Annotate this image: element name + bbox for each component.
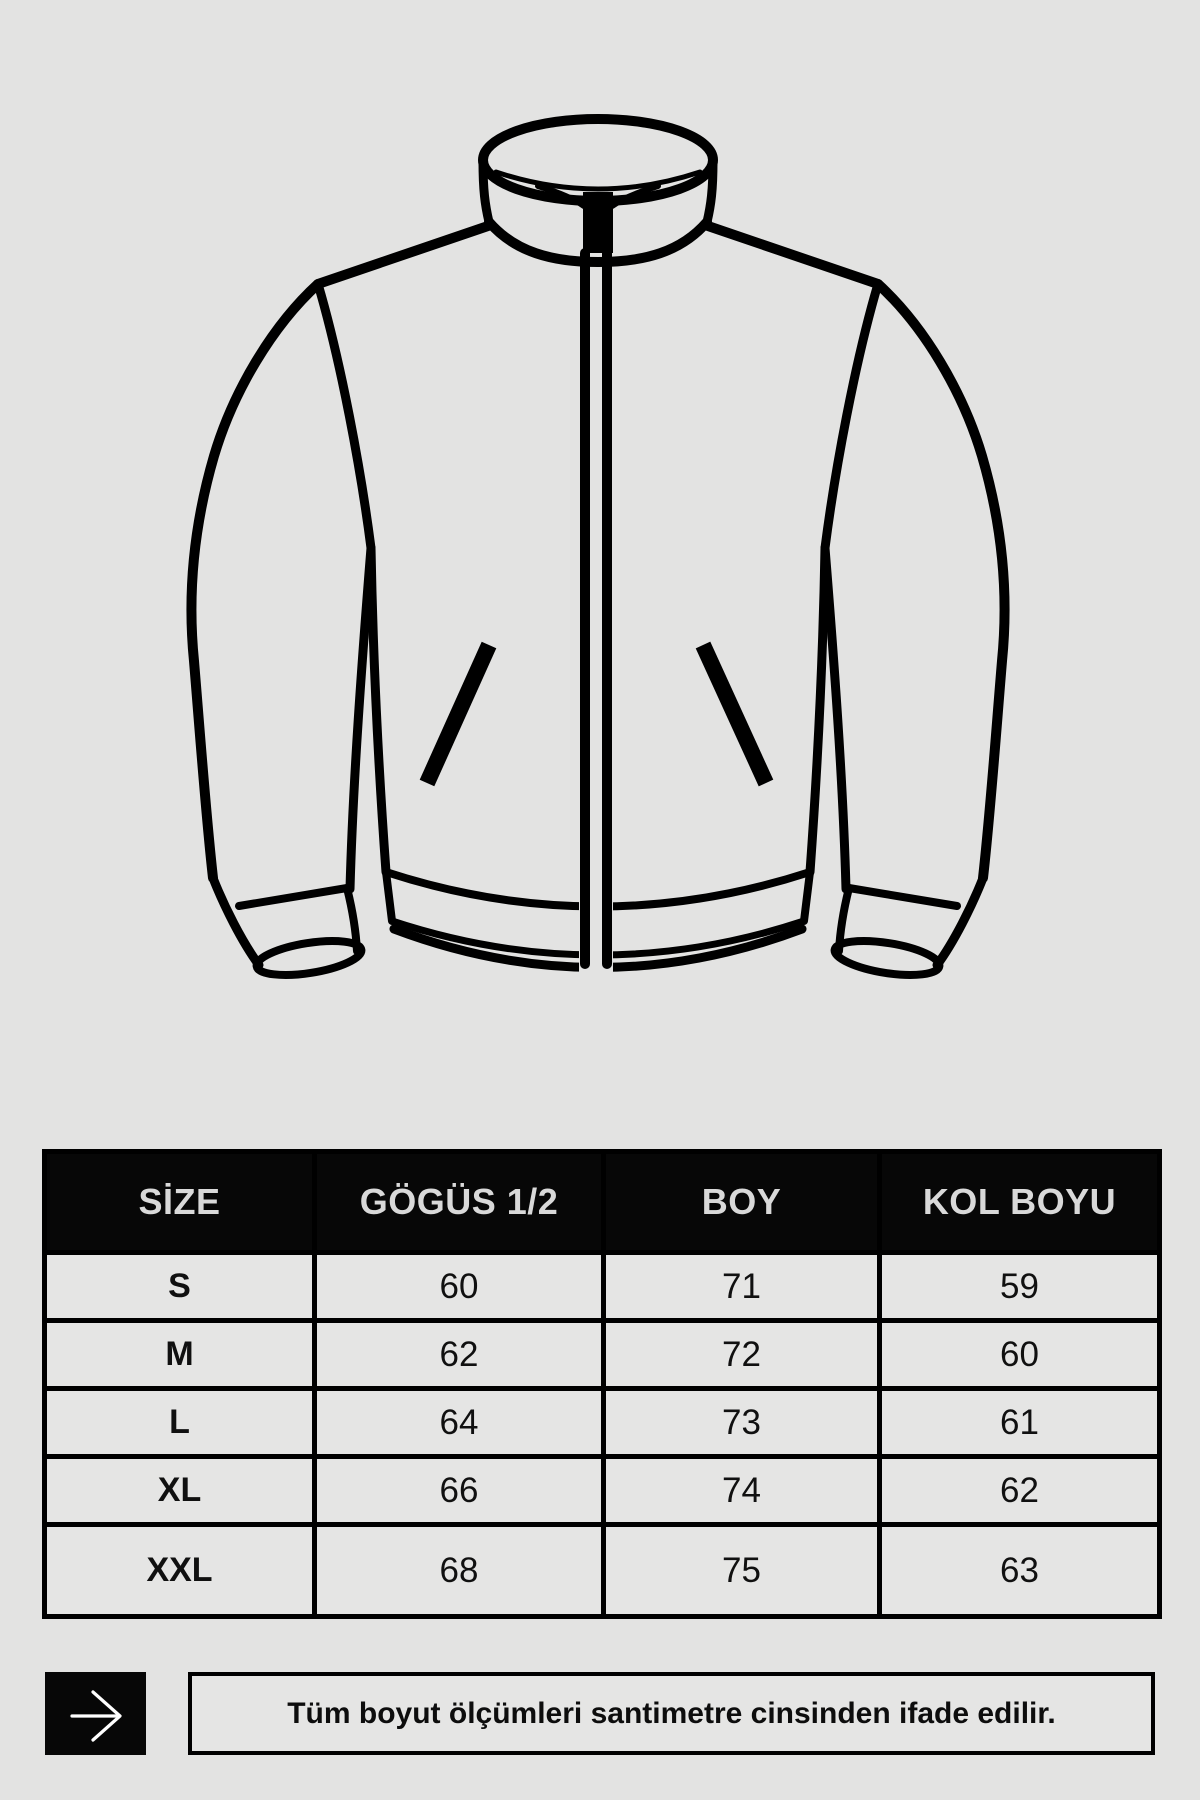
- size-cell: S: [42, 1250, 317, 1323]
- gogus-cell: 60: [312, 1250, 606, 1323]
- table-row-m: M 62 72 60: [42, 1318, 1162, 1391]
- column-header-boy: BOY: [601, 1149, 882, 1255]
- boy-cell: 71: [601, 1250, 882, 1323]
- column-header-kol-boyu: KOL BOYU: [877, 1149, 1162, 1255]
- size-cell: XL: [42, 1454, 317, 1527]
- boy-cell: 72: [601, 1318, 882, 1391]
- kol-cell: 62: [877, 1454, 1162, 1527]
- kol-cell: 59: [877, 1250, 1162, 1323]
- table-row-l: L 64 73 61: [42, 1386, 1162, 1459]
- column-header-gogus: GÖGÜS 1/2: [312, 1149, 606, 1255]
- jacket-collar: [478, 114, 718, 267]
- size-cell: XXL: [42, 1522, 317, 1619]
- jacket-cuffs: [208, 873, 988, 979]
- jacket-pockets: [419, 641, 774, 787]
- size-cell: L: [42, 1386, 317, 1459]
- table-row-xxl: XXL 68 75 63: [42, 1522, 1162, 1619]
- size-cell: M: [42, 1318, 317, 1391]
- jacket-outline-illustration: [186, 114, 1010, 979]
- arrow-badge: [45, 1672, 146, 1755]
- jacket-zipper: [579, 192, 613, 972]
- gogus-cell: 64: [312, 1386, 606, 1459]
- size-table-header: SİZE GÖGÜS 1/2 BOY KOL BOYU: [42, 1149, 1162, 1255]
- right-arrow-icon: [70, 1690, 122, 1742]
- jacket-body: [313, 221, 883, 877]
- column-header-size: SİZE: [42, 1149, 317, 1255]
- boy-cell: 75: [601, 1522, 882, 1619]
- measurement-note: Tüm boyut ölçümleri santimetre cinsinden…: [287, 1696, 1056, 1730]
- size-table: SİZE GÖGÜS 1/2 BOY KOL BOYU S 60 71 59 M…: [42, 1149, 1162, 1619]
- boy-cell: 73: [601, 1386, 882, 1459]
- measurement-note-box: Tüm boyut ölçümleri santimetre cinsinden…: [188, 1672, 1155, 1755]
- gogus-cell: 62: [312, 1318, 606, 1391]
- boy-cell: 74: [601, 1454, 882, 1527]
- kol-cell: 60: [877, 1318, 1162, 1391]
- gogus-cell: 66: [312, 1454, 606, 1527]
- table-row-s: S 60 71 59: [42, 1250, 1162, 1323]
- kol-cell: 61: [877, 1386, 1162, 1459]
- gogus-cell: 68: [312, 1522, 606, 1619]
- jacket-sleeves: [186, 279, 1010, 894]
- table-row-xl: XL 66 74 62: [42, 1454, 1162, 1527]
- kol-cell: 63: [877, 1522, 1162, 1619]
